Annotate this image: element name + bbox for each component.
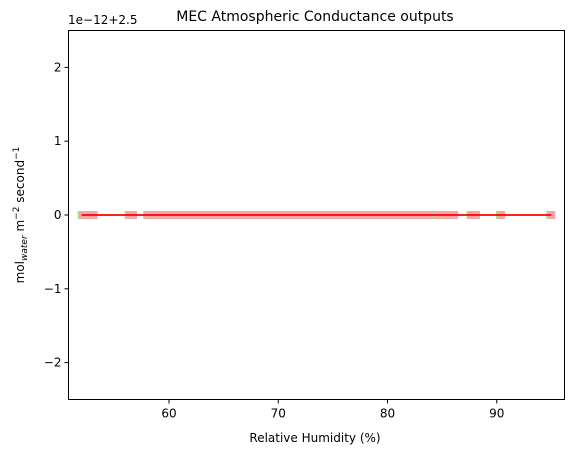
y-tick-label: 2 — [54, 60, 62, 74]
y-tick-label: −1 — [44, 282, 62, 296]
chart-title: MEC Atmospheric Conductance outputs — [176, 9, 453, 25]
y-tick-label: 0 — [54, 208, 62, 222]
y-axis: −2 −1 0 1 2 — [44, 60, 69, 370]
x-tick-label: 90 — [489, 407, 504, 421]
x-axis: 60 70 80 90 — [161, 399, 504, 421]
y-tick-label: 1 — [54, 134, 62, 148]
x-tick-label: 80 — [380, 407, 395, 421]
y-axis-label: molwater m−2 second−1 — [12, 147, 30, 284]
x-tick-label: 70 — [271, 407, 286, 421]
data-layer — [77, 211, 556, 219]
y-offset-text: 1e−12+2.5 — [68, 13, 137, 27]
x-axis-label: Relative Humidity (%) — [249, 431, 380, 445]
x-tick-label: 60 — [161, 407, 176, 421]
y-tick-label: −2 — [44, 356, 62, 370]
